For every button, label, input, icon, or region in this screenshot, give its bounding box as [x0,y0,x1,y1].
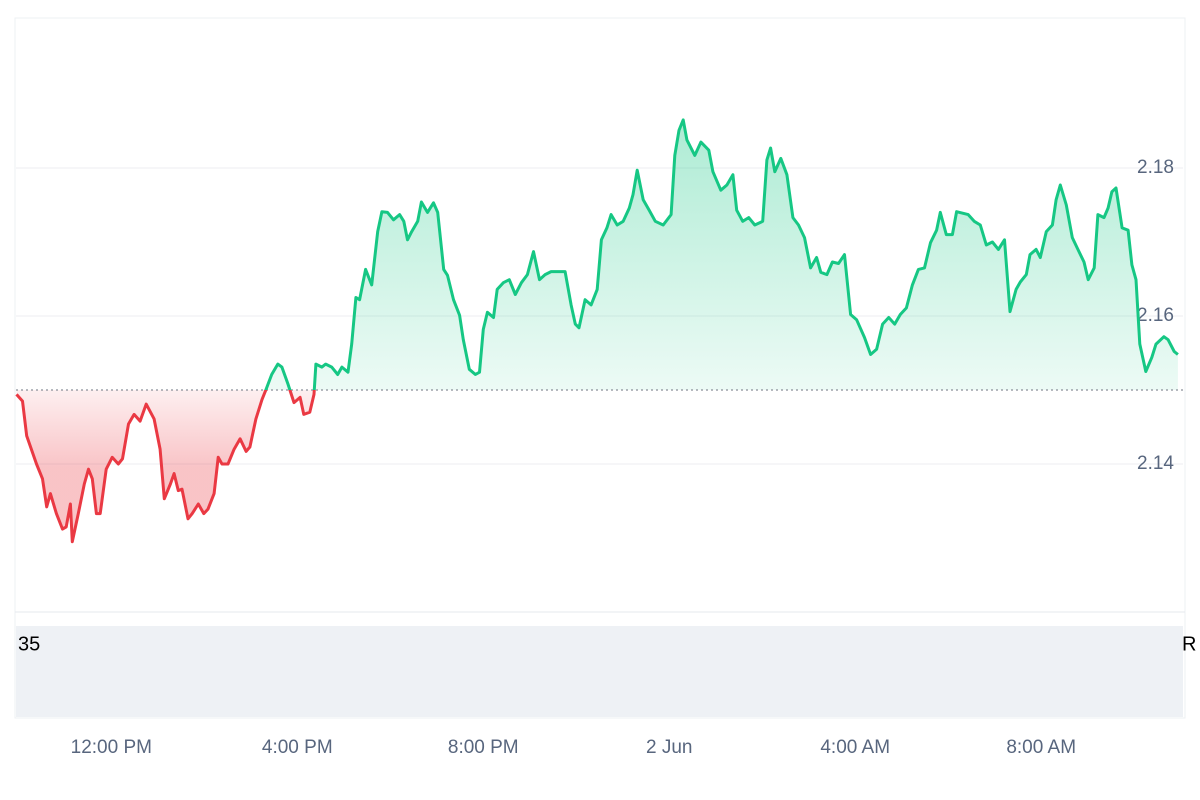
y-tick-label: 2.18 [1137,157,1174,178]
volume-area [16,626,1183,717]
x-tick-label: 4:00 AM [820,737,890,758]
x-tick-label: 2 Jun [646,737,692,758]
x-tick-label: 8:00 PM [448,737,519,758]
price-line [15,118,1179,544]
y-tick-label: 2.14 [1137,453,1174,474]
frame [14,17,1186,719]
price-area [16,119,1178,542]
x-tick-label: 4:00 PM [262,737,333,758]
y-tick-label: 2.16 [1137,305,1174,326]
corner-label: 35 [18,633,40,655]
x-tick-label: 12:00 PM [71,737,152,758]
corner-label: R [1182,633,1196,655]
x-tick-label: 8:00 AM [1006,737,1076,758]
